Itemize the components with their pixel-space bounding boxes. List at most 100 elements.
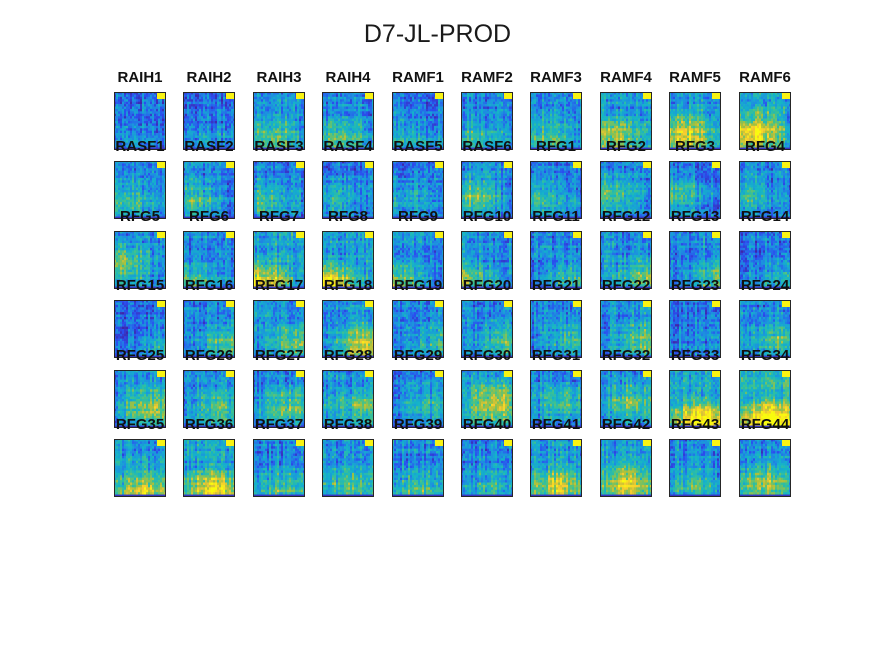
corner-patch [226, 370, 235, 377]
corner-patch [365, 231, 374, 238]
heatmap-image [392, 439, 444, 497]
panel-title: RFG39 [373, 416, 463, 433]
heatmap-image [669, 231, 721, 289]
corner-patch [643, 300, 652, 307]
heatmap-image [322, 92, 374, 150]
panel-title: RFG36 [164, 416, 254, 433]
corner-patch [365, 161, 374, 168]
corner-patch [573, 370, 582, 377]
corner-patch [712, 92, 721, 99]
panel-title: RASF1 [95, 138, 185, 155]
heatmap-image [600, 439, 652, 497]
heatmap-image [530, 439, 582, 497]
corner-patch [504, 439, 513, 446]
panel-title: RASF2 [164, 138, 254, 155]
panel-title: RAIH3 [234, 69, 324, 86]
corner-patch [296, 161, 305, 168]
panel-title: RFG3 [650, 138, 740, 155]
axes-frame [392, 439, 444, 497]
heatmap-image [461, 231, 513, 289]
axes-frame [183, 370, 235, 428]
panel-title: RFG33 [650, 347, 740, 364]
axes-frame [530, 161, 582, 219]
corner-patch [435, 370, 444, 377]
panel-title: RAIH2 [164, 69, 254, 86]
heatmap-image [530, 161, 582, 219]
axes-frame [253, 370, 305, 428]
corner-patch [782, 300, 791, 307]
panel-title: RFG42 [581, 416, 671, 433]
corner-patch [643, 370, 652, 377]
corner-patch [504, 231, 513, 238]
axes-frame [739, 161, 791, 219]
axes-frame [530, 231, 582, 289]
corner-patch [435, 439, 444, 446]
heatmap-image [253, 231, 305, 289]
panel-title: RAMF5 [650, 69, 740, 86]
heatmap-image [461, 92, 513, 150]
heatmap-image [183, 92, 235, 150]
corner-patch [573, 439, 582, 446]
panel-title: RAIH1 [95, 69, 185, 86]
axes-frame [392, 300, 444, 358]
panel-title: RFG23 [650, 277, 740, 294]
heatmap-image [669, 300, 721, 358]
corner-patch [504, 370, 513, 377]
axes-frame [739, 370, 791, 428]
panel-title: RFG43 [650, 416, 740, 433]
axes-frame [322, 439, 374, 497]
corner-patch [157, 231, 166, 238]
axes-frame [739, 439, 791, 497]
heatmap-image [600, 92, 652, 150]
axes-frame [114, 300, 166, 358]
panel-title: RFG11 [511, 208, 601, 225]
corner-patch [365, 439, 374, 446]
heatmap-image [114, 370, 166, 428]
panel-title: RFG18 [303, 277, 393, 294]
corner-patch [712, 231, 721, 238]
axes-frame [253, 161, 305, 219]
panel-title: RFG16 [164, 277, 254, 294]
corner-patch [435, 161, 444, 168]
axes-frame [461, 231, 513, 289]
heatmap-image [669, 370, 721, 428]
panel-title: RFG38 [303, 416, 393, 433]
heatmap-image [739, 92, 791, 150]
axes-frame [253, 300, 305, 358]
axes-frame [600, 92, 652, 150]
panel-title: RAIH4 [303, 69, 393, 86]
heatmap-image [669, 92, 721, 150]
panel-title: RFG31 [511, 347, 601, 364]
panel-title: RFG37 [234, 416, 324, 433]
panel-title: RAMF2 [442, 69, 532, 86]
panel-title: RFG25 [95, 347, 185, 364]
heatmap-image [253, 439, 305, 497]
panel-title: RFG28 [303, 347, 393, 364]
panel-title: RFG35 [95, 416, 185, 433]
axes-frame [461, 300, 513, 358]
axes-frame [739, 92, 791, 150]
axes-frame [600, 439, 652, 497]
axes-frame [600, 231, 652, 289]
heatmap-image [392, 300, 444, 358]
heatmap-image [322, 231, 374, 289]
panel-title: RFG26 [164, 347, 254, 364]
heatmap-image [530, 231, 582, 289]
corner-patch [365, 92, 374, 99]
corner-patch [296, 370, 305, 377]
heatmap-image [530, 370, 582, 428]
panel-title: RFG29 [373, 347, 463, 364]
figure-title: D7-JL-PROD [0, 20, 875, 49]
corner-patch [157, 439, 166, 446]
axes-frame [114, 439, 166, 497]
panel-title: RFG10 [442, 208, 532, 225]
corner-patch [157, 300, 166, 307]
corner-patch [782, 161, 791, 168]
heatmap-image [392, 370, 444, 428]
axes-frame [114, 161, 166, 219]
panel-title: RFG2 [581, 138, 671, 155]
heatmap-image [739, 231, 791, 289]
axes-frame [183, 161, 235, 219]
axes-frame [461, 370, 513, 428]
